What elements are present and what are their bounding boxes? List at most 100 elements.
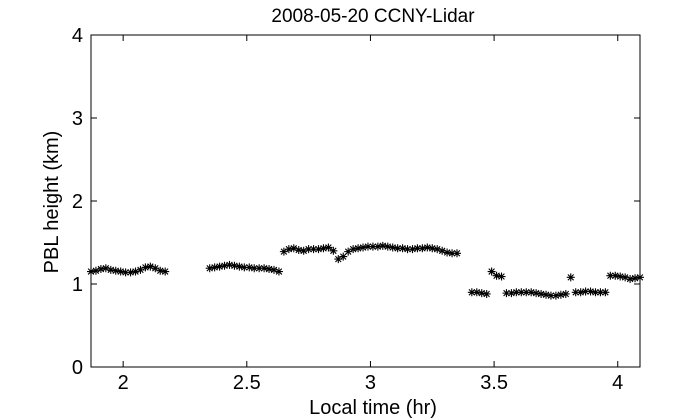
data-point [161,267,170,276]
data-point [512,288,521,297]
data-point [260,264,269,273]
data-point [349,245,358,254]
data-point [532,289,541,298]
data-point [542,290,551,299]
data-point [581,287,590,296]
data-point [596,288,605,297]
data-point [413,244,422,253]
data-point [448,249,457,258]
data-point [156,266,165,275]
data-point [215,262,224,271]
data-point [472,288,481,297]
data-point [299,246,308,255]
data-point [240,263,249,272]
y-tick-label: 4 [72,25,83,47]
data-point [626,275,635,284]
data-point [393,244,402,253]
data-point [289,244,298,253]
data-point [205,264,214,273]
data-point [378,241,387,250]
data-point [121,268,130,277]
data-point [146,262,155,271]
data-point [398,244,407,253]
data-point [373,242,382,251]
data-point [571,288,580,297]
data-point [334,255,343,264]
data-point [151,264,160,273]
data-point [255,264,264,273]
data-point [467,288,476,297]
data-point [279,247,288,256]
data-point [304,245,313,254]
data-point [388,243,397,252]
data-point [383,242,392,251]
y-tick-label: 1 [72,274,83,296]
data-point [314,245,323,254]
data-point [537,289,546,298]
data-point [235,262,244,271]
data-point [576,288,585,297]
x-tick-label: 3 [365,372,376,394]
data-point [87,267,95,276]
x-tick-label: 2 [118,372,129,394]
data-point [230,261,239,270]
data-point [368,242,377,251]
axes-frame [90,34,641,368]
data-point [265,265,274,274]
x-axis-label: Local time (hr) [309,397,437,419]
data-point [324,243,333,252]
data-point [245,263,254,272]
data-point [438,246,447,255]
data-point [586,287,595,296]
data-point [556,290,565,299]
data-point [141,263,150,272]
data-point [319,244,328,253]
data-point [408,245,417,254]
data-point [621,273,630,282]
data-point [601,288,610,297]
data-point [270,265,278,274]
data-point [566,273,575,282]
data-point [546,291,555,300]
data-point [91,266,100,275]
data-point [611,271,620,280]
data-point [250,264,259,273]
data-point [116,267,125,276]
data-point [363,242,372,251]
data-point [453,249,461,258]
data-point [636,273,644,282]
data-point [359,243,368,252]
y-tick-label: 0 [72,357,83,379]
data-point [101,264,110,273]
data-point [210,263,219,272]
data-point [96,265,105,274]
data-point [106,265,115,274]
data-point [403,245,412,254]
data-point [517,288,526,297]
x-tick-label: 4 [612,372,623,394]
data-point [527,288,536,297]
data-point [126,268,135,277]
data-point [606,271,615,280]
data-point [274,267,283,276]
data-point [225,260,234,269]
data-point [329,246,338,255]
data-point [111,266,120,275]
data-point [309,245,318,254]
plot-area: 2 2.5 3 3.5 4 0 1 2 3 4 [72,25,644,394]
data-point [507,289,516,298]
data-point [477,289,486,298]
data-point [502,289,511,298]
y-tick-label: 2 [72,191,83,213]
data-point [294,245,303,254]
data-point [433,245,442,254]
data-point [492,271,501,280]
data-point [443,248,452,257]
data-point [284,245,293,254]
data-point [354,244,363,253]
data-point [616,272,625,281]
data-point [344,247,353,256]
data-point [418,244,427,253]
data-point [482,289,491,298]
